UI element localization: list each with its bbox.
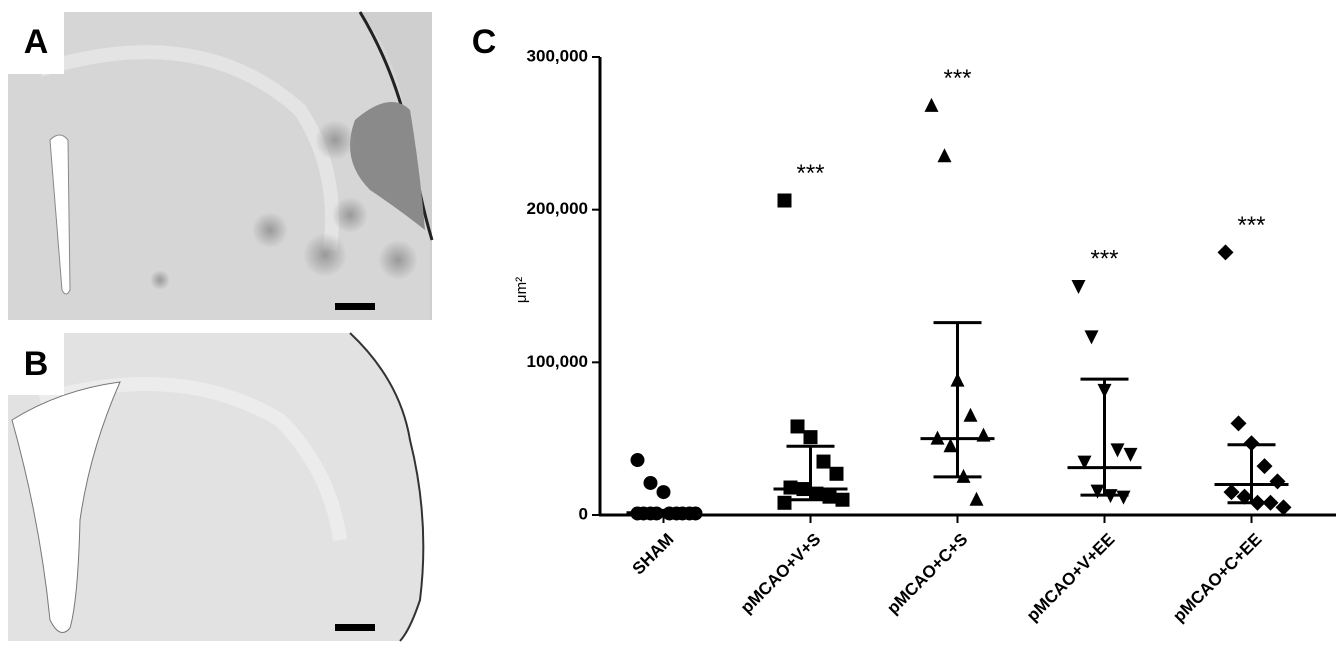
micrograph-a: A bbox=[8, 11, 434, 320]
data-point bbox=[1084, 330, 1099, 345]
data-point bbox=[835, 492, 850, 507]
data-point bbox=[963, 407, 978, 422]
data-point bbox=[1217, 244, 1234, 261]
y-tick-label: 0 bbox=[579, 504, 588, 523]
x-tick-label: pMCAO+V+EE bbox=[1023, 530, 1119, 626]
data-point bbox=[1243, 435, 1260, 452]
data-point bbox=[1269, 473, 1286, 490]
data-point bbox=[822, 489, 837, 504]
data-point bbox=[790, 419, 805, 434]
y-tick-label: 100,000 bbox=[527, 352, 588, 371]
data-point bbox=[943, 438, 958, 453]
data-point bbox=[777, 193, 792, 208]
data-point bbox=[937, 148, 952, 163]
data-point bbox=[1275, 499, 1292, 516]
data-point bbox=[777, 495, 792, 510]
data-point bbox=[1090, 484, 1105, 499]
panel-label: C bbox=[472, 23, 497, 61]
significance: *** bbox=[943, 65, 971, 92]
panel-label: B bbox=[24, 345, 49, 383]
data-point bbox=[1236, 488, 1253, 505]
micrograph-b: B bbox=[8, 332, 432, 642]
data-point bbox=[829, 466, 844, 481]
data-point bbox=[1256, 458, 1273, 475]
data-point bbox=[969, 491, 984, 506]
x-tick-label: SHAM bbox=[629, 530, 678, 579]
data-point bbox=[1110, 443, 1125, 458]
data-point bbox=[1116, 490, 1131, 505]
data-point bbox=[783, 480, 798, 495]
panel-label: A bbox=[24, 23, 49, 61]
data-point bbox=[643, 475, 658, 490]
x-tick-label: pMCAO+V+S bbox=[737, 530, 825, 618]
significance: *** bbox=[1237, 212, 1265, 239]
x-tick-label: pMCAO+C+EE bbox=[1169, 530, 1265, 626]
significance: *** bbox=[796, 160, 824, 187]
x-tick-label: pMCAO+C+S bbox=[883, 530, 971, 618]
y-axis-label: μm² bbox=[513, 277, 530, 303]
data-point bbox=[1230, 415, 1247, 432]
data-point bbox=[816, 454, 831, 469]
data-point bbox=[656, 485, 671, 500]
y-tick-label: 300,000 bbox=[527, 46, 588, 65]
data-point bbox=[1077, 455, 1092, 470]
data-point bbox=[1071, 280, 1086, 294]
data-point bbox=[630, 453, 645, 468]
data-point bbox=[924, 97, 939, 112]
y-tick-label: 200,000 bbox=[527, 199, 588, 218]
data-point bbox=[1123, 447, 1138, 462]
significance: *** bbox=[1090, 245, 1118, 272]
data-point bbox=[803, 430, 818, 445]
data-point bbox=[1223, 484, 1240, 501]
